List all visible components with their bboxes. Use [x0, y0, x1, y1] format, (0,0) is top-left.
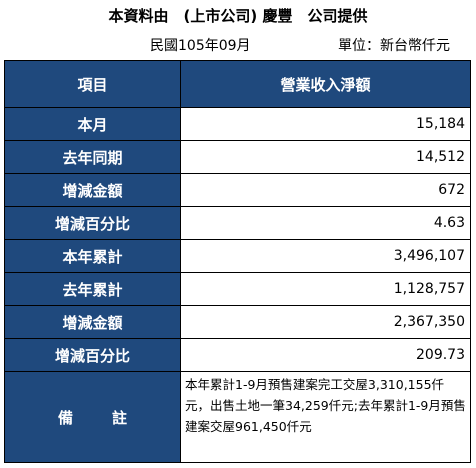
table-row: 去年同期 14,512 [4, 140, 471, 174]
row-value: 1,128,757 [180, 272, 471, 306]
table-row: 增減金額 2,367,350 [4, 305, 471, 339]
note-row: 備 註 本年累計1-9月預售建案完工交屋3,310,155仟元，出售土地一筆34… [4, 371, 471, 463]
table-header-row: 項目 營業收入淨額 [4, 60, 471, 108]
row-value: 209.73 [180, 338, 471, 372]
table-row: 本年累計 3,496,107 [4, 239, 471, 273]
row-label: 去年累計 [4, 272, 181, 306]
currency-unit: 單位：新台幣仟元 [338, 38, 450, 54]
revenue-table: 項目 營業收入淨額 本月 15,184 去年同期 14,512 增減金額 672… [4, 60, 471, 463]
column-header-revenue: 營業收入淨額 [180, 60, 471, 108]
row-label: 增減百分比 [4, 338, 181, 372]
row-value: 4.63 [180, 206, 471, 240]
table-row: 增減百分比 209.73 [4, 338, 471, 372]
row-value: 3,496,107 [180, 239, 471, 273]
column-header-item: 項目 [4, 60, 181, 108]
row-label: 本年累計 [4, 239, 181, 273]
report-period: 民國105年09月 [150, 38, 251, 54]
row-value: 672 [180, 173, 471, 207]
row-label: 增減百分比 [4, 206, 181, 240]
note-label: 備 註 [4, 371, 181, 463]
row-label: 去年同期 [4, 140, 181, 174]
row-value: 2,367,350 [180, 305, 471, 339]
row-label: 增減金額 [4, 305, 181, 339]
page-title: 本資料由 (上市公司) 慶豐 公司提供 [108, 7, 368, 25]
row-value: 15,184 [180, 107, 471, 141]
table-row: 本月 15,184 [4, 107, 471, 141]
table-row: 增減百分比 4.63 [4, 206, 471, 240]
row-label: 本月 [4, 107, 181, 141]
row-value: 14,512 [180, 140, 471, 174]
table-row: 增減金額 672 [4, 173, 471, 207]
table-row: 去年累計 1,128,757 [4, 272, 471, 306]
row-label: 增減金額 [4, 173, 181, 207]
note-text: 本年累計1-9月預售建案完工交屋3,310,155仟元，出售土地一筆34,259… [180, 371, 471, 463]
